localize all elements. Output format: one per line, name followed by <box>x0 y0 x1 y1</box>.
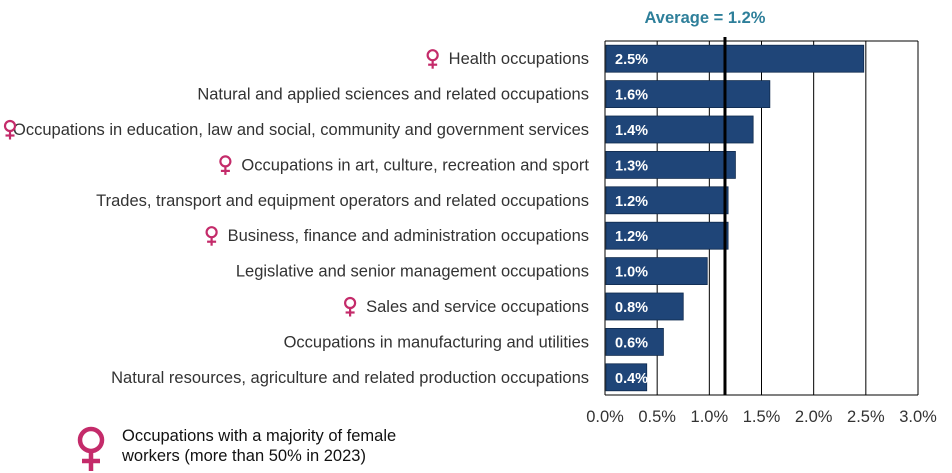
x-tick-label: 2.0% <box>795 408 833 426</box>
category-label: Occupations in art, culture, recreation … <box>241 156 589 174</box>
bar-data-label: 0.6% <box>615 335 648 351</box>
female-symbol-icon <box>77 426 105 471</box>
x-tick-label: 2.5% <box>847 408 885 426</box>
x-tick-label: 0.0% <box>586 408 624 426</box>
female-symbol-icon <box>3 119 17 140</box>
bar-data-label: 0.8% <box>615 300 648 316</box>
bar-data-label: 1.2% <box>615 194 648 210</box>
bar-data-label: 1.0% <box>615 265 648 281</box>
female-symbol-icon <box>219 155 232 175</box>
bar <box>605 44 865 73</box>
bar-data-label: 2.5% <box>615 52 648 68</box>
category-label: Occupations in manufacturing and utiliti… <box>284 333 589 351</box>
category-label: Legislative and senior management occupa… <box>236 263 589 281</box>
bar <box>605 186 729 215</box>
category-label: Health occupations <box>449 50 589 68</box>
female-symbol-icon <box>426 49 439 69</box>
legend-text-line-1: Occupations with a majority of female <box>122 427 397 445</box>
bar-data-label: 1.6% <box>615 88 648 104</box>
bar-data-label: 1.3% <box>615 158 648 174</box>
category-label: Business, finance and administration occ… <box>228 227 589 245</box>
bar <box>605 292 684 321</box>
bar <box>605 221 729 250</box>
x-tick-label: 1.0% <box>691 408 729 426</box>
legend-text-line-2: workers (more than 50% in 2023) <box>122 447 366 465</box>
legend: Occupations with a majority of female wo… <box>70 424 470 472</box>
bar-data-label: 1.2% <box>615 229 648 245</box>
bar <box>605 327 664 356</box>
category-label: Natural and applied sciences and related… <box>197 86 589 104</box>
bar <box>605 115 754 144</box>
female-symbol-icon <box>344 296 357 317</box>
bar <box>605 80 771 108</box>
category-label: Natural resources, agriculture and relat… <box>111 369 589 387</box>
x-tick-label: 3.0% <box>899 408 937 426</box>
legend-text: Occupations with a majority of female wo… <box>122 426 442 466</box>
bar <box>605 363 648 392</box>
female-symbol-icon <box>205 226 218 246</box>
category-label: Occupations in education, law and social… <box>13 121 589 139</box>
average-label: Average = 1.2% <box>645 9 766 27</box>
bar-data-label: 1.4% <box>615 123 648 139</box>
x-tick-label: 1.5% <box>743 408 781 426</box>
bar-data-label: 0.4% <box>615 371 648 387</box>
bar <box>605 257 708 286</box>
bar <box>605 150 736 179</box>
category-label: Trades, transport and equipment operator… <box>96 192 589 210</box>
category-label: Sales and service occupations <box>366 298 589 316</box>
x-tick-label: 0.5% <box>638 408 676 426</box>
